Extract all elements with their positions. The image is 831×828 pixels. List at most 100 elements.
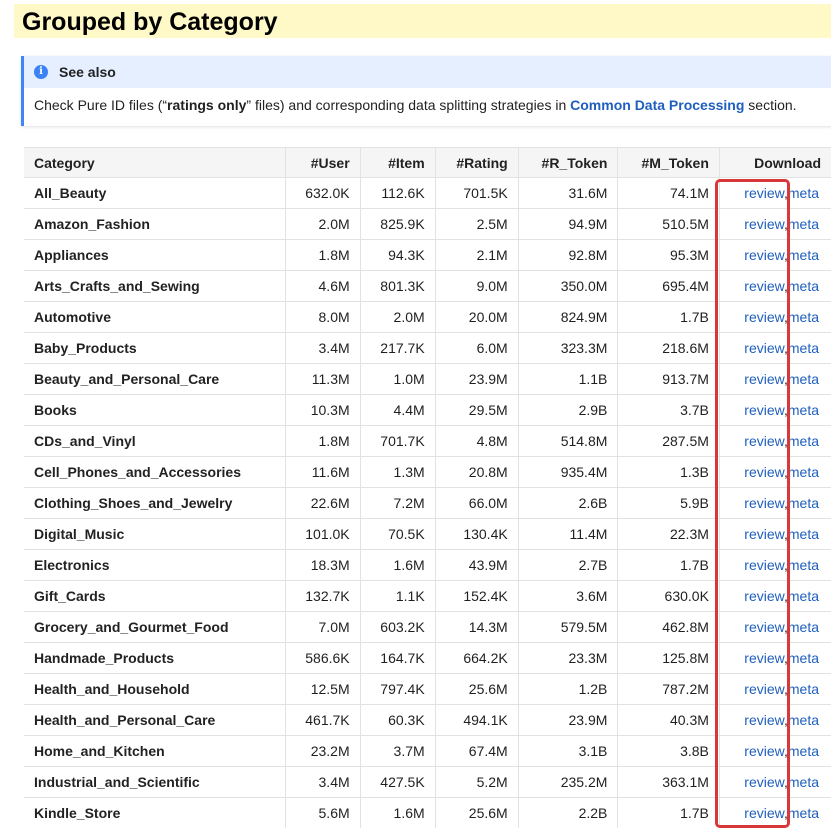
review-download-link[interactable]: review [744,216,784,232]
m-token-cell: 1.7B [618,550,720,581]
rating-cell: 43.9M [435,550,518,581]
user-cell: 10.3M [285,395,360,426]
meta-download-link[interactable]: meta [788,340,819,356]
review-download-link[interactable]: review [744,774,784,790]
review-download-link[interactable]: review [744,557,784,573]
category-cell: Automotive [24,302,285,333]
review-download-link[interactable]: review [744,340,784,356]
see-also-admonition: i See also Check Pure ID files (“ratings… [21,56,831,126]
download-cell: review,meta [719,705,831,736]
download-cell: review,meta [719,643,831,674]
meta-download-link[interactable]: meta [788,774,819,790]
admonition-text-suffix: section. [744,97,796,113]
meta-download-link[interactable]: meta [788,495,819,511]
r-token-cell: 23.3M [518,643,618,674]
review-download-link[interactable]: review [744,619,784,635]
download-cell: review,meta [719,426,831,457]
meta-download-link[interactable]: meta [788,557,819,573]
review-download-link[interactable]: review [744,433,784,449]
admonition-body: Check Pure ID files (“ratings only” file… [24,88,831,113]
review-download-link[interactable]: review [744,402,784,418]
download-cell: review,meta [719,674,831,705]
r-token-cell: 579.5M [518,612,618,643]
rating-cell: 152.4K [435,581,518,612]
review-download-link[interactable]: review [744,247,784,263]
header-item: #Item [360,148,435,178]
user-cell: 132.7K [285,581,360,612]
download-cell: review,meta [719,519,831,550]
meta-download-link[interactable]: meta [788,278,819,294]
user-cell: 11.6M [285,457,360,488]
review-download-link[interactable]: review [744,309,784,325]
header-m-token: #M_Token [618,148,720,178]
meta-download-link[interactable]: meta [788,402,819,418]
download-cell: review,meta [719,240,831,271]
m-token-cell: 787.2M [618,674,720,705]
user-cell: 2.0M [285,209,360,240]
header-r-token: #R_Token [518,148,618,178]
review-download-link[interactable]: review [744,588,784,604]
meta-download-link[interactable]: meta [788,247,819,263]
r-token-cell: 1.1B [518,364,618,395]
category-cell: Digital_Music [24,519,285,550]
review-download-link[interactable]: review [744,650,784,666]
review-download-link[interactable]: review [744,743,784,759]
user-cell: 5.6M [285,798,360,828]
review-download-link[interactable]: review [744,495,784,511]
user-cell: 461.7K [285,705,360,736]
rating-cell: 67.4M [435,736,518,767]
meta-download-link[interactable]: meta [788,588,819,604]
user-cell: 632.0K [285,178,360,209]
r-token-cell: 935.4M [518,457,618,488]
meta-download-link[interactable]: meta [788,619,819,635]
review-download-link[interactable]: review [744,371,784,387]
meta-download-link[interactable]: meta [788,526,819,542]
meta-download-link[interactable]: meta [788,216,819,232]
item-cell: 797.4K [360,674,435,705]
meta-download-link[interactable]: meta [788,371,819,387]
category-cell: Beauty_and_Personal_Care [24,364,285,395]
meta-download-link[interactable]: meta [788,309,819,325]
category-cell: Amazon_Fashion [24,209,285,240]
meta-download-link[interactable]: meta [788,185,819,201]
review-download-link[interactable]: review [744,712,784,728]
m-token-cell: 3.7B [618,395,720,426]
review-download-link[interactable]: review [744,681,784,697]
r-token-cell: 2.7B [518,550,618,581]
meta-download-link[interactable]: meta [788,681,819,697]
m-token-cell: 22.3M [618,519,720,550]
category-cell: Gift_Cards [24,581,285,612]
meta-download-link[interactable]: meta [788,805,819,821]
meta-download-link[interactable]: meta [788,464,819,480]
r-token-cell: 350.0M [518,271,618,302]
item-cell: 825.9K [360,209,435,240]
meta-download-link[interactable]: meta [788,712,819,728]
admonition-text-middle: ” files) and corresponding data splittin… [246,97,570,113]
item-cell: 1.1K [360,581,435,612]
item-cell: 701.7K [360,426,435,457]
m-token-cell: 462.8M [618,612,720,643]
review-download-link[interactable]: review [744,805,784,821]
item-cell: 3.7M [360,736,435,767]
user-cell: 3.4M [285,767,360,798]
meta-download-link[interactable]: meta [788,650,819,666]
review-download-link[interactable]: review [744,185,784,201]
meta-download-link[interactable]: meta [788,433,819,449]
item-cell: 427.5K [360,767,435,798]
meta-download-link[interactable]: meta [788,743,819,759]
review-download-link[interactable]: review [744,278,784,294]
m-token-cell: 695.4M [618,271,720,302]
review-download-link[interactable]: review [744,464,784,480]
m-token-cell: 287.5M [618,426,720,457]
category-cell: Baby_Products [24,333,285,364]
m-token-cell: 74.1M [618,178,720,209]
rating-cell: 5.2M [435,767,518,798]
review-download-link[interactable]: review [744,526,784,542]
common-data-processing-link[interactable]: Common Data Processing [570,97,744,113]
